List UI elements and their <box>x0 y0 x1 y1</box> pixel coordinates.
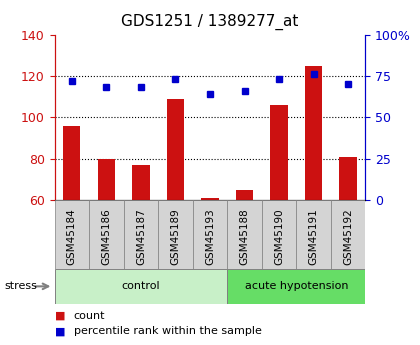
Bar <box>201 198 219 200</box>
Text: GSM45190: GSM45190 <box>274 208 284 265</box>
Text: acute hypotension: acute hypotension <box>244 282 348 291</box>
Bar <box>132 165 150 200</box>
Bar <box>270 105 288 200</box>
Text: count: count <box>74 311 105 321</box>
Bar <box>89 200 123 269</box>
Text: GSM45188: GSM45188 <box>239 208 249 265</box>
Bar <box>55 269 227 304</box>
Bar <box>193 200 227 269</box>
Text: GSM45191: GSM45191 <box>309 208 319 265</box>
Bar <box>98 159 115 200</box>
Text: ■: ■ <box>55 311 68 321</box>
Bar <box>305 66 322 200</box>
Bar <box>123 200 158 269</box>
Text: stress: stress <box>4 282 37 291</box>
Bar <box>262 200 297 269</box>
Bar <box>167 99 184 200</box>
Bar <box>227 200 262 269</box>
Text: control: control <box>122 282 160 291</box>
Bar <box>236 190 253 200</box>
Title: GDS1251 / 1389277_at: GDS1251 / 1389277_at <box>121 14 299 30</box>
Text: GSM45192: GSM45192 <box>343 208 353 265</box>
Bar <box>63 126 81 200</box>
Bar <box>55 200 89 269</box>
Bar <box>297 200 331 269</box>
Text: GSM45184: GSM45184 <box>67 208 77 265</box>
Text: percentile rank within the sample: percentile rank within the sample <box>74 326 261 336</box>
Bar <box>331 200 365 269</box>
Text: GSM45193: GSM45193 <box>205 208 215 265</box>
Text: GSM45187: GSM45187 <box>136 208 146 265</box>
Text: GSM45186: GSM45186 <box>101 208 111 265</box>
Text: ■: ■ <box>55 326 68 336</box>
Bar <box>158 200 193 269</box>
Text: GSM45189: GSM45189 <box>171 208 181 265</box>
Bar <box>339 157 357 200</box>
Bar <box>227 269 365 304</box>
